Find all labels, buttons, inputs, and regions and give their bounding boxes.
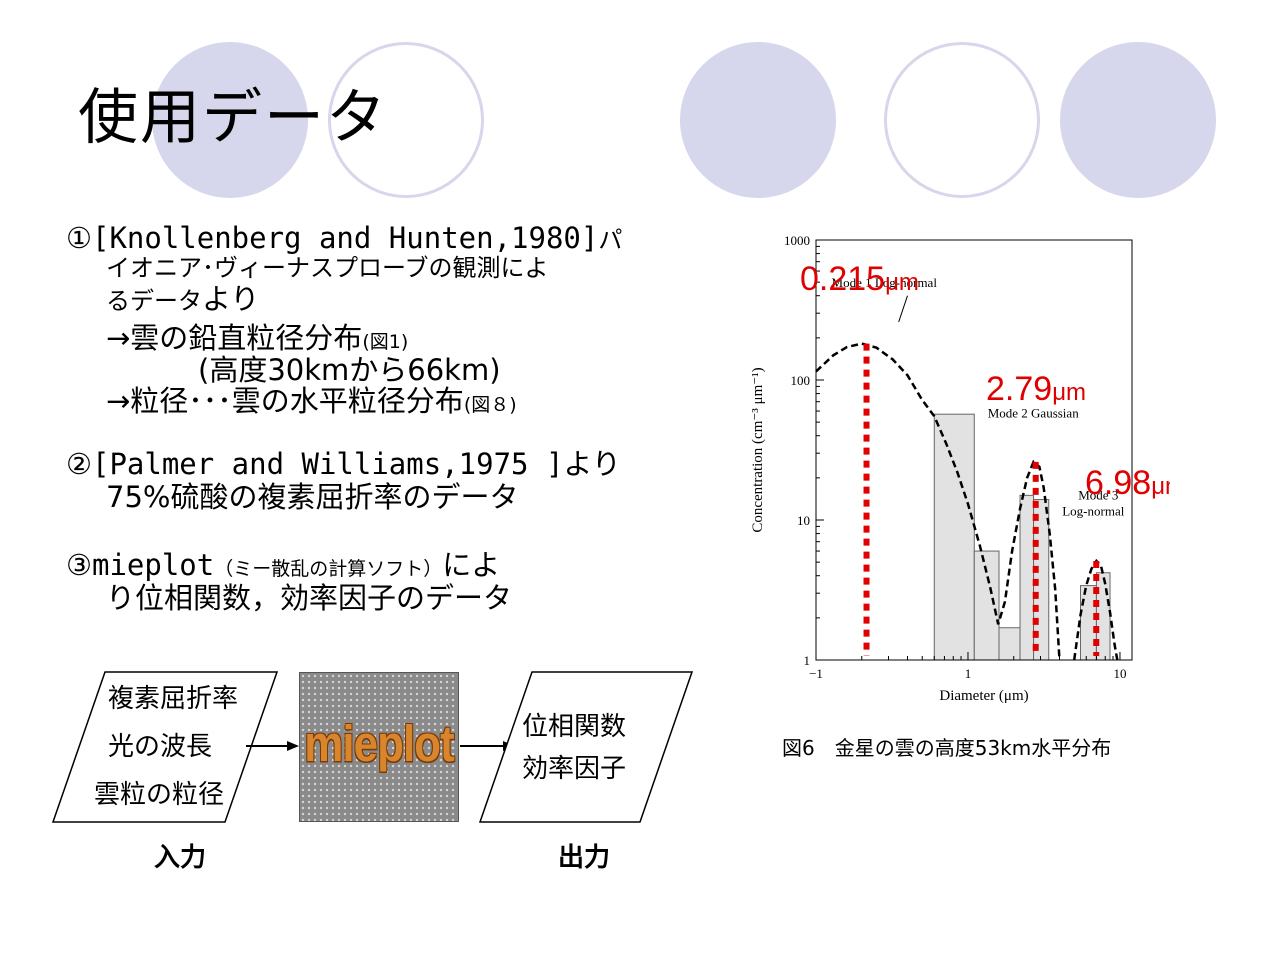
item1-line3-a: るデータ <box>106 286 202 315</box>
x-tick-label: 10 <box>1113 666 1126 681</box>
item1-sub3-text: →粒径･･･雲の水平粒径分布 <box>106 383 464 418</box>
item1-line3-b: より <box>202 281 260 316</box>
mode1-leader <box>898 295 908 323</box>
item1-citation: ①[Knollenberg and Hunten,1980] <box>66 221 599 255</box>
item1-line2: イオニア･ヴィーナスプローブの観測によ <box>106 254 549 283</box>
input-particle-size: 雲粒の粒径 <box>94 780 225 810</box>
item1-sub1-ref: (図1) <box>362 331 409 354</box>
slide-title: 使用データ <box>78 83 388 153</box>
decor-circle-3 <box>680 42 836 198</box>
item1-sub1-text: →雲の鉛直粒径分布 <box>106 321 363 356</box>
peak-marker-label: 0.215μm <box>800 260 919 298</box>
item1-text-start: パ <box>598 226 623 254</box>
item1-sub3-ref: (図８) <box>463 393 517 416</box>
decor-circle-2 <box>328 42 484 198</box>
y-tick-label: 1000 <box>784 233 810 248</box>
mieplot-flow-diagram: 複素屈折率 光の波長 雲粒の粒径 mieplot 位相関数 効率因子 入力 出力 <box>50 670 710 880</box>
histogram-bar <box>933 413 975 661</box>
peak-marker-label: 2.79μm <box>986 370 1086 408</box>
item3-text-start: によ <box>442 547 501 582</box>
item1-sub2: (高度30kmから66km) <box>198 352 501 387</box>
output-parallelogram <box>478 671 694 823</box>
item1-sub3: →粒径･･･雲の水平粒径分布(図８) <box>66 383 666 418</box>
output-efficiency-factor: 効率因子 <box>522 754 627 784</box>
item3-tool: ③mieplot <box>66 547 215 582</box>
chart-caption: 図6 金星の雲の高度53km水平分布 <box>782 736 1112 760</box>
item3-line2: り位相関数，効率因子のデータ <box>106 581 513 615</box>
y-tick-label: 100 <box>791 373 811 388</box>
input-refractive-index: 複素屈折率 <box>108 684 239 714</box>
item2-citation: ②[Palmer and Williams,1975 ] <box>66 446 564 481</box>
item2-line1: ②[Palmer and Williams,1975 ]より <box>66 446 666 481</box>
x-axis-label: Diameter (μm) <box>939 688 1028 704</box>
input-parallelogram <box>51 671 279 823</box>
peak-marker-label: 6.98μm <box>1085 464 1170 502</box>
item1-line3: るデータより <box>66 281 666 316</box>
decor-circle-4 <box>884 42 1040 198</box>
item1-sub1: →雲の鉛直粒径分布(図1) <box>66 322 666 355</box>
input-label: 入力 <box>154 843 207 873</box>
plot-frame <box>815 239 1133 661</box>
mode1-annotation: Mode 1 Log-normal <box>832 275 938 290</box>
mieplot-process-box: mieplot <box>299 672 459 822</box>
item2-line2: 75%硫酸の複素屈折率のデータ <box>106 480 519 515</box>
item2-text-start: より <box>563 446 621 481</box>
mode3-annotation-2: Log-normal <box>1062 503 1124 518</box>
arrow-input-head <box>287 741 299 751</box>
mode3-annotation: Mode 3 <box>1078 488 1118 503</box>
output-label: 出力 <box>558 843 611 873</box>
x-tick-label: −1 <box>809 666 823 681</box>
y-axis-label: Concentration (cm⁻³ μm⁻¹) <box>750 367 766 532</box>
mieplot-label: mieplot <box>304 716 454 773</box>
histogram-bar <box>998 627 1021 661</box>
decor-circle-5 <box>1060 42 1216 198</box>
histogram-bar <box>973 550 1000 661</box>
input-wavelength: 光の波長 <box>108 732 213 762</box>
data-source-list: ①[Knollenberg and Hunten,1980]パ イオニア･ヴィー… <box>66 221 666 615</box>
mode1-mode2-curve <box>815 342 1061 661</box>
x-tick-label: 1 <box>965 666 972 681</box>
mode2-annotation: Mode 2 Gaussian <box>988 405 1079 420</box>
y-tick-label: 10 <box>797 513 810 528</box>
y-tick-label: 1 <box>804 653 811 668</box>
size-distribution-chart: 1 10 100 1000 −1 1 10 Diameter (μm) Concentratio… <box>740 228 1170 708</box>
item3-note: （ミー散乱の計算ソフト） <box>214 557 443 580</box>
flow-diagram-shapes <box>51 671 694 823</box>
decor-circle-1 <box>152 42 308 198</box>
histogram-bar <box>1080 585 1097 661</box>
item3-line1: ③mieplot（ミー散乱の計算ソフト）によ <box>66 547 666 582</box>
output-phase-function: 位相関数 <box>522 712 627 742</box>
histogram-bar <box>1019 494 1035 661</box>
item1-line1: ①[Knollenberg and Hunten,1980]パ <box>66 221 666 255</box>
